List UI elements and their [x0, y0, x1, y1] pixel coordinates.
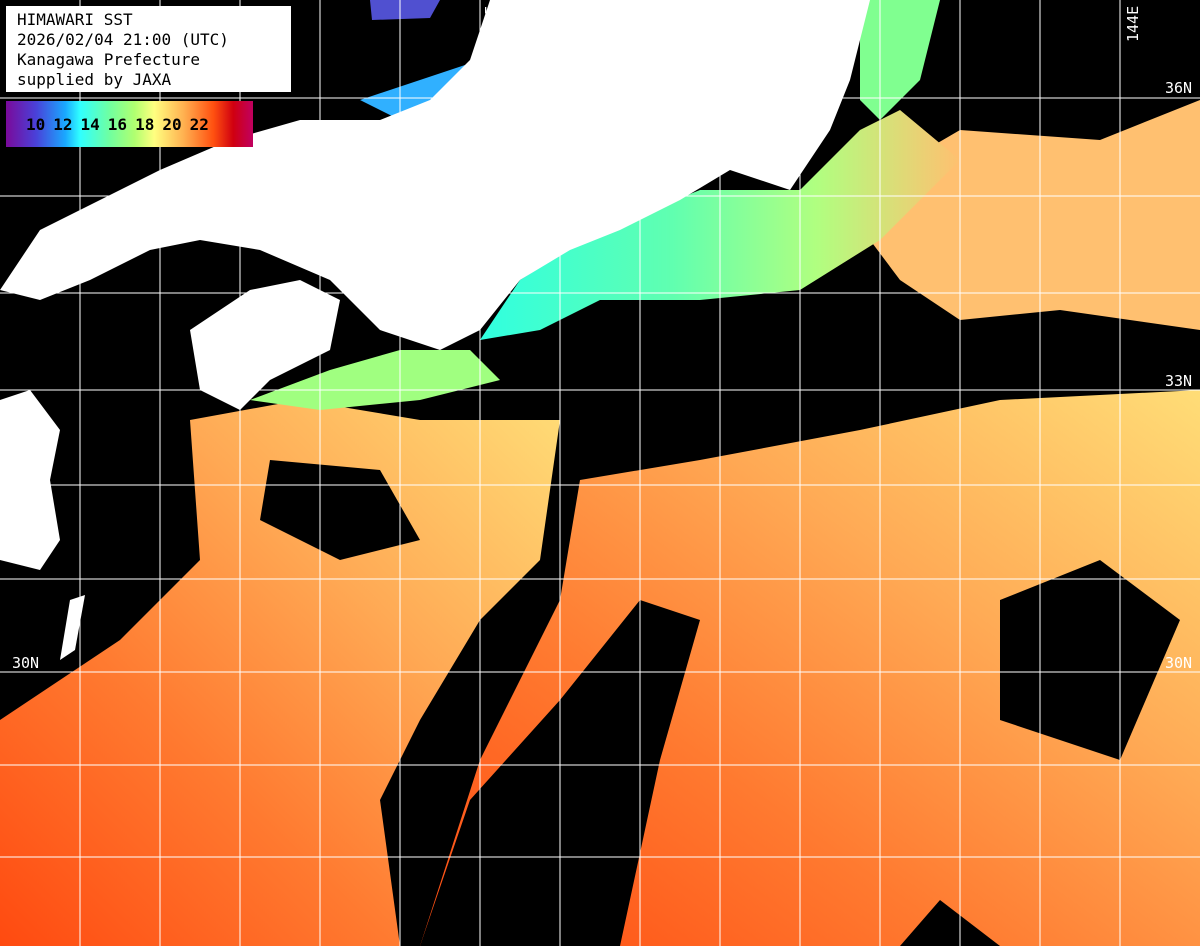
legend-label: 10: [26, 115, 46, 134]
warm-water-south: [0, 400, 560, 946]
map-title: HIMAWARI SST: [17, 10, 133, 29]
legend-label: 14: [80, 115, 100, 134]
map-datetime: 2026/02/04 21:00 (UTC): [17, 30, 229, 49]
map-credit: supplied by JAXA: [17, 70, 172, 89]
lat-label-30n-left: 30N: [12, 654, 40, 672]
temperature-colorbar: 10 12 14 16 18 20 22: [6, 101, 253, 147]
legend-label: 18: [135, 115, 155, 134]
land-shikoku: [190, 280, 340, 410]
cool-water-ne: [860, 0, 940, 120]
legend-label: 22: [189, 115, 209, 134]
lat-label-33n-left: 33N: [12, 372, 40, 390]
land-island: [60, 595, 85, 660]
legend-label: 20: [162, 115, 182, 134]
lon-label-136e: 136E: [482, 5, 500, 42]
legend-label: 16: [107, 115, 128, 134]
cool-water-kii: [250, 350, 500, 410]
legend-label: 12: [53, 115, 73, 134]
lat-label-36n-right: 36N: [1165, 79, 1193, 97]
black-gap-3: [1000, 560, 1180, 760]
lat-label-33n-right: 33N: [1165, 372, 1193, 390]
info-box: HIMAWARI SST 2026/02/04 21:00 (UTC) Kanaga…: [6, 6, 291, 92]
lon-label-144e: 144E: [1124, 5, 1142, 42]
map-region: Kanagawa Prefecture: [17, 50, 201, 69]
land-honshu: [0, 0, 870, 350]
lat-label-30n-right: 30N: [1165, 654, 1193, 672]
land-kyushu: [0, 390, 60, 570]
cool-water-north-2: [370, 0, 440, 20]
